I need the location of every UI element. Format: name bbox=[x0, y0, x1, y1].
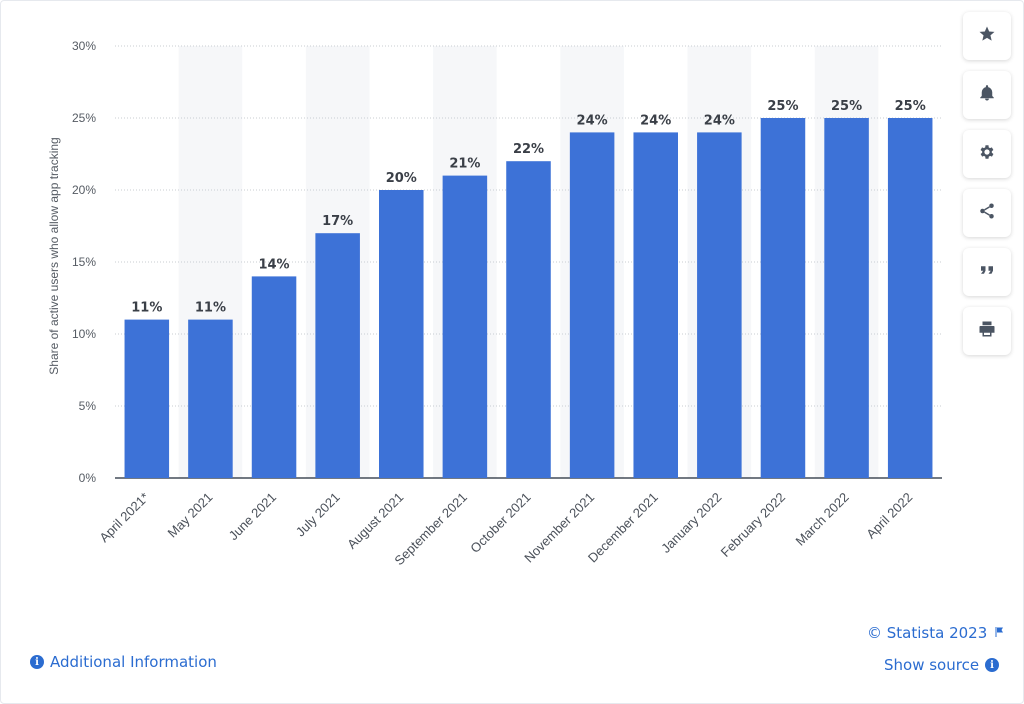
x-tick-label: July 2021 bbox=[293, 490, 343, 540]
bar[interactable] bbox=[442, 175, 488, 478]
quote-icon bbox=[978, 261, 996, 284]
bar[interactable] bbox=[887, 118, 933, 478]
x-tick-label: April 2021* bbox=[96, 490, 152, 546]
bar[interactable] bbox=[315, 233, 360, 478]
cite-button[interactable] bbox=[963, 248, 1011, 296]
y-tick-label: 30% bbox=[72, 39, 96, 53]
share-icon bbox=[978, 202, 996, 225]
bar[interactable] bbox=[124, 319, 170, 478]
data-label: 25% bbox=[767, 99, 798, 114]
settings-button[interactable] bbox=[963, 130, 1011, 178]
y-axis-label: Share of active users who allow app trac… bbox=[47, 137, 61, 374]
data-label: 22% bbox=[513, 142, 544, 157]
y-tick-label: 0% bbox=[79, 471, 97, 485]
additional-information-link[interactable]: i Additional Information bbox=[30, 653, 217, 671]
print-button[interactable] bbox=[963, 307, 1011, 355]
data-label: 24% bbox=[640, 113, 671, 128]
favorite-button[interactable] bbox=[963, 12, 1011, 60]
bell-icon bbox=[978, 84, 996, 107]
data-label: 24% bbox=[577, 113, 608, 128]
copyright-text: © Statista 2023 bbox=[867, 624, 988, 642]
y-tick-label: 20% bbox=[72, 183, 96, 197]
show-source-link[interactable]: Show source i bbox=[884, 656, 1000, 674]
x-tick-label: March 2022 bbox=[793, 490, 852, 549]
x-tick-label: October 2021 bbox=[467, 490, 533, 556]
x-tick-label: April 2022 bbox=[863, 490, 915, 542]
share-button[interactable] bbox=[963, 189, 1011, 237]
data-label: 25% bbox=[895, 99, 926, 114]
y-tick-label: 25% bbox=[72, 111, 96, 125]
show-source-text: Show source bbox=[884, 656, 980, 674]
bar[interactable] bbox=[569, 132, 615, 478]
info-icon: i bbox=[30, 655, 44, 669]
additional-information-text: Additional Information bbox=[50, 653, 217, 671]
data-label: 21% bbox=[449, 157, 480, 172]
bar-chart: 11% 11%14%17%20%21%22%24% 24% 24%25% 25% 25% … bbox=[47, 39, 942, 568]
data-label: 17% bbox=[322, 214, 353, 229]
star-icon bbox=[978, 25, 996, 48]
bar[interactable] bbox=[697, 132, 742, 478]
data-label: 11% bbox=[131, 301, 162, 316]
bar[interactable] bbox=[506, 161, 551, 478]
data-label: 25% bbox=[831, 99, 862, 114]
notification-button[interactable] bbox=[963, 71, 1011, 119]
x-tick-label: May 2021 bbox=[165, 490, 216, 541]
x-tick-label: January 2022 bbox=[658, 490, 724, 556]
side-toolbar bbox=[963, 12, 1013, 366]
y-tick-label: 10% bbox=[72, 327, 96, 341]
bar[interactable] bbox=[633, 132, 678, 478]
bar[interactable] bbox=[824, 118, 869, 478]
x-tick-label: June 2021 bbox=[226, 490, 280, 544]
data-label: 11% bbox=[195, 301, 226, 316]
bar[interactable] bbox=[188, 319, 233, 478]
y-tick-label: 5% bbox=[79, 399, 97, 413]
data-label: 24% bbox=[704, 113, 735, 128]
copyright-link[interactable]: © Statista 2023 bbox=[867, 624, 1005, 642]
x-tick-label: February 2022 bbox=[718, 490, 788, 560]
y-tick-label: 15% bbox=[72, 255, 96, 269]
bar[interactable] bbox=[251, 276, 297, 478]
data-label: 14% bbox=[258, 257, 289, 272]
bar[interactable] bbox=[760, 118, 806, 478]
gear-icon bbox=[978, 143, 996, 166]
flag-icon bbox=[993, 624, 1005, 642]
print-icon bbox=[978, 320, 996, 343]
info-icon: i bbox=[985, 658, 1000, 672]
x-tick-label: August 2021 bbox=[344, 490, 406, 552]
bar[interactable] bbox=[379, 190, 424, 478]
data-label: 20% bbox=[386, 171, 417, 186]
